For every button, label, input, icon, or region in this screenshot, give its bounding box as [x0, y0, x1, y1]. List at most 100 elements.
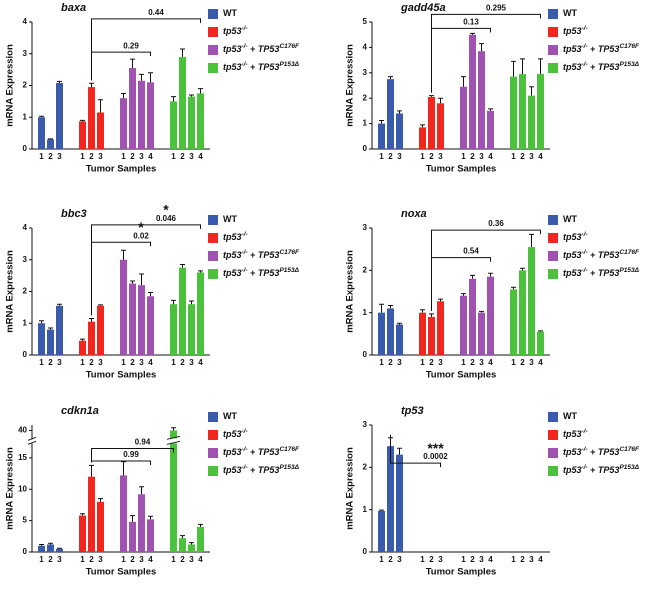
- error-bar: [397, 447, 402, 455]
- x-tick-label: 1: [121, 358, 126, 367]
- legend-text: +: [588, 250, 598, 260]
- legend-text: C176F: [279, 43, 300, 50]
- error-bar: [171, 96, 176, 102]
- legend-text: WT: [223, 8, 237, 18]
- x-axis-label: Tumor Samples: [426, 370, 497, 381]
- bar: [47, 329, 54, 355]
- bar: [396, 454, 403, 552]
- legend-text: tp53: [223, 447, 242, 457]
- bar: [387, 446, 394, 552]
- bar: [120, 259, 127, 355]
- legend-label: tp53-/-: [563, 428, 588, 439]
- axis-break: [27, 436, 37, 441]
- x-tick-label: 1: [121, 152, 126, 161]
- bar: [138, 285, 145, 355]
- x-tick-label: 2: [470, 152, 475, 161]
- bar: [197, 272, 204, 355]
- y-tick-label: 5: [363, 17, 368, 26]
- x-tick-label: 2: [89, 358, 94, 367]
- legend-text: WT: [563, 411, 577, 421]
- legend-swatch: [548, 466, 558, 476]
- legend-text: -/-: [242, 249, 248, 256]
- bar: [487, 276, 494, 355]
- bar: [97, 501, 104, 552]
- x-tick-label: 2: [130, 555, 135, 564]
- error-bar: [538, 330, 543, 332]
- legend-text: tp53: [223, 268, 242, 278]
- legend-text: tp53: [223, 250, 242, 260]
- error-bar: [529, 86, 534, 96]
- x-tick-label: 3: [529, 358, 534, 367]
- x-tick-label: 4: [148, 555, 153, 564]
- error-bar: [80, 338, 85, 341]
- bar: [88, 321, 95, 355]
- legend-text: -/-: [582, 25, 588, 32]
- legend-label: WT: [223, 8, 237, 18]
- bracket: [431, 27, 491, 93]
- x-tick-label: 2: [470, 358, 475, 367]
- bar: [419, 312, 426, 355]
- legend-swatch: [208, 233, 218, 243]
- bar: [528, 95, 535, 149]
- x-tick-label: 1: [39, 555, 44, 564]
- legend-swatch: [208, 63, 218, 73]
- x-tick-label: 2: [388, 152, 393, 161]
- y-tick-label: 2: [23, 287, 28, 296]
- bracket: [91, 447, 174, 463]
- bar: [129, 68, 136, 149]
- legend-text: +: [248, 447, 258, 457]
- legend-text: +: [588, 268, 598, 278]
- legend-swatch: [208, 269, 218, 279]
- bar: [138, 494, 145, 552]
- error-bar: [520, 58, 525, 75]
- error-bar: [89, 464, 94, 477]
- legend-text: tp53: [223, 429, 242, 439]
- error-bar: [98, 99, 103, 113]
- x-tick-label: 1: [511, 358, 516, 367]
- legend-text: +: [588, 465, 598, 475]
- legend-label: tp53-/- + TP53P153Δ: [563, 464, 640, 475]
- bar: [188, 96, 195, 149]
- bar: [97, 305, 104, 355]
- legend-text: TP53: [258, 268, 280, 278]
- bar: [88, 476, 95, 552]
- bar-break: [168, 438, 179, 444]
- legend-text: tp53: [563, 26, 582, 36]
- y-tick-label: 1: [363, 119, 368, 128]
- legend-text: -/-: [582, 43, 588, 50]
- legend-text: P153Δ: [619, 61, 639, 68]
- chart-title: gadd45a: [400, 2, 446, 14]
- bar: [129, 521, 136, 552]
- legend-text: C176F: [279, 446, 300, 453]
- legend-text: C176F: [619, 249, 640, 256]
- x-tick-label: 3: [397, 152, 402, 161]
- x-tick-label: 3: [98, 152, 103, 161]
- error-bar: [39, 320, 44, 324]
- y-tick-label: 2: [23, 81, 28, 90]
- x-tick-label: 4: [148, 152, 153, 161]
- error-bar: [520, 267, 525, 271]
- legend-text: +: [248, 268, 258, 278]
- legend-swatch: [208, 9, 218, 19]
- bar: [478, 51, 485, 149]
- x-tick-label: 2: [48, 555, 53, 564]
- x-tick-label: 2: [429, 152, 434, 161]
- bar: [88, 87, 95, 149]
- x-tick-label: 2: [130, 358, 135, 367]
- legend-swatch: [208, 251, 218, 261]
- x-tick-label: 3: [189, 555, 194, 564]
- x-tick-label: 2: [89, 555, 94, 564]
- legend-text: tp53: [223, 232, 242, 242]
- x-tick-label: 1: [80, 358, 85, 367]
- bar: [510, 289, 517, 355]
- x-tick-label: 4: [488, 358, 493, 367]
- x-tick-label: 2: [520, 152, 525, 161]
- x-tick-label: 3: [98, 555, 103, 564]
- error-bar: [98, 498, 103, 502]
- error-bar: [189, 94, 194, 97]
- legend-swatch: [548, 412, 558, 422]
- bar: [38, 545, 45, 552]
- x-tick-label: 2: [388, 555, 393, 564]
- y-axis-label: mRNA Expression: [5, 250, 16, 333]
- legend-text: -/-: [582, 446, 588, 453]
